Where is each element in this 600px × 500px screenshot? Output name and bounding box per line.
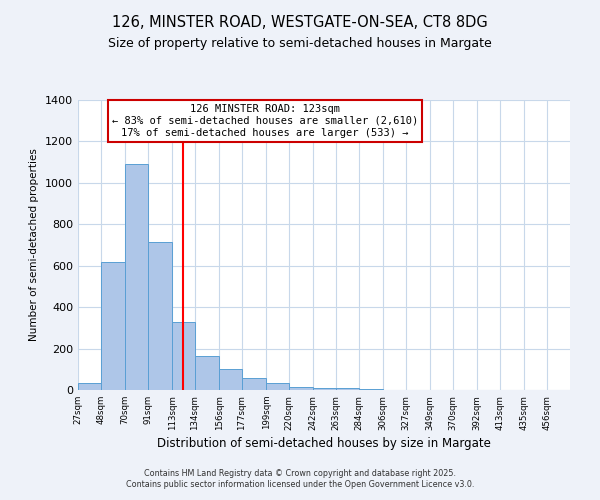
Bar (266, 383, 289, 390)
Text: 126 MINSTER ROAD: 123sqm
← 83% of semi-detached houses are smaller (2,610)
17% o: 126 MINSTER ROAD: 123sqm ← 83% of semi-d… (112, 104, 418, 138)
Bar (172, 322, 195, 390)
Bar (219, 370, 242, 390)
Bar (195, 356, 219, 390)
Bar (359, 388, 383, 390)
Bar (125, 164, 148, 390)
Y-axis label: Number of semi-detached properties: Number of semi-detached properties (29, 148, 40, 342)
Bar (242, 378, 266, 390)
Bar (289, 387, 313, 390)
Bar (101, 262, 125, 390)
X-axis label: Distribution of semi-detached houses by size in Margate: Distribution of semi-detached houses by … (157, 436, 491, 450)
Text: 126, MINSTER ROAD, WESTGATE-ON-SEA, CT8 8DG: 126, MINSTER ROAD, WESTGATE-ON-SEA, CT8 … (112, 15, 488, 30)
Text: Size of property relative to semi-detached houses in Margate: Size of property relative to semi-detach… (108, 38, 492, 51)
Bar (336, 388, 359, 390)
Bar (148, 242, 172, 390)
Bar (313, 388, 336, 390)
Bar (78, 383, 101, 390)
Text: Contains public sector information licensed under the Open Government Licence v3: Contains public sector information licen… (126, 480, 474, 489)
Text: Contains HM Land Registry data © Crown copyright and database right 2025.: Contains HM Land Registry data © Crown c… (144, 468, 456, 477)
